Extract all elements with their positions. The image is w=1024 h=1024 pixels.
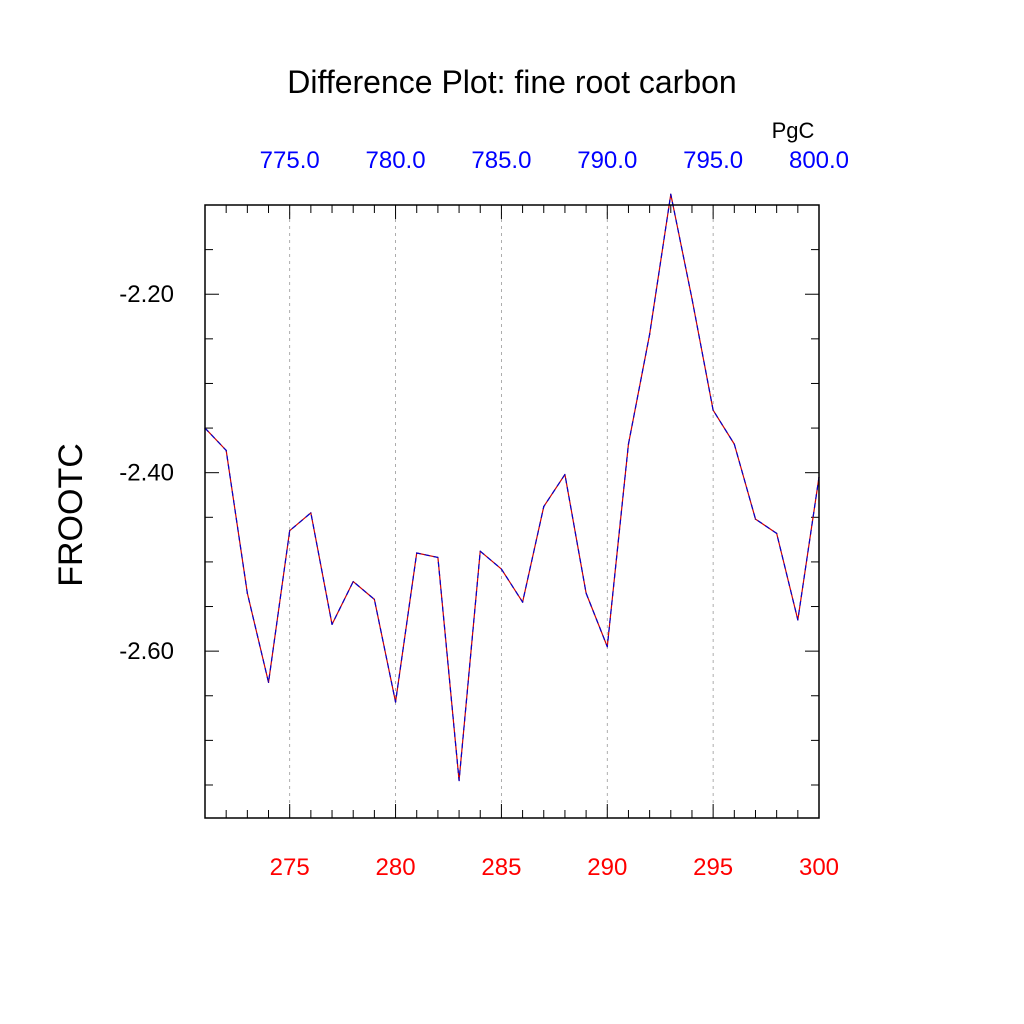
data-point-overlay [733, 443, 735, 445]
data-point-overlay [289, 530, 291, 532]
x-tick-label: 300 [799, 854, 839, 881]
chart-title: Difference Plot: fine root carbon [287, 64, 736, 100]
data-point-overlay [437, 556, 439, 559]
data-point-overlay [267, 681, 270, 683]
data-point-overlay [310, 512, 312, 514]
y-tick-label: -2.40 [119, 460, 174, 487]
top-tick-label: 775.0 [260, 147, 320, 174]
top-tick-label: 785.0 [471, 147, 531, 174]
data-point-overlay [585, 592, 587, 594]
top-tick-label: 800.0 [789, 147, 849, 174]
data-point-overlay [776, 532, 778, 534]
y-tick-label: -2.20 [119, 281, 174, 308]
y-axis-label: FROOTC [52, 443, 90, 587]
data-point-overlay [331, 623, 333, 625]
data-point-overlay [225, 449, 227, 451]
x-tick-label: 280 [376, 854, 416, 881]
data-point-overlay [479, 550, 481, 552]
data-point-overlay [754, 518, 757, 520]
ticks-layer [204, 205, 820, 818]
data-point-overlay [521, 601, 524, 603]
series-line-difference [204, 193, 820, 782]
y-tick-label: -2.60 [119, 638, 174, 665]
data-point-overlay [543, 505, 545, 508]
data-point-overlay [564, 473, 566, 476]
data-point-overlay [670, 193, 672, 195]
series-line-overlay [204, 193, 820, 782]
data-point-overlay [246, 592, 248, 594]
grid-layer [289, 205, 714, 818]
labels-layer: 275 280 285 290 295 300 775.0 780.0 785.0 790.0 79… [119, 147, 849, 881]
data-point-overlay [606, 646, 608, 648]
top-axis-units-label: PgC [772, 118, 815, 143]
data-point-overlay [500, 568, 503, 570]
data-point-overlay [691, 298, 693, 300]
top-tick-label: 790.0 [577, 147, 637, 174]
data-point-overlay [649, 333, 651, 335]
data-point-overlay [416, 552, 418, 554]
x-tick-label: 275 [270, 854, 310, 881]
x-tick-label: 290 [587, 854, 627, 881]
x-tick-label: 295 [693, 854, 733, 881]
data-point-overlay [797, 619, 799, 621]
x-tick-label: 285 [481, 854, 521, 881]
series-layer [204, 193, 820, 782]
data-point-overlay [712, 409, 714, 411]
data-point-overlay [352, 580, 354, 583]
data-point-overlay [394, 701, 397, 703]
data-point-overlay [373, 598, 375, 600]
top-tick-label: 795.0 [683, 147, 743, 174]
top-tick-label: 780.0 [366, 147, 426, 174]
data-point-overlay [458, 779, 460, 782]
plot-frame [204, 204, 820, 819]
data-point-overlay [627, 443, 630, 445]
